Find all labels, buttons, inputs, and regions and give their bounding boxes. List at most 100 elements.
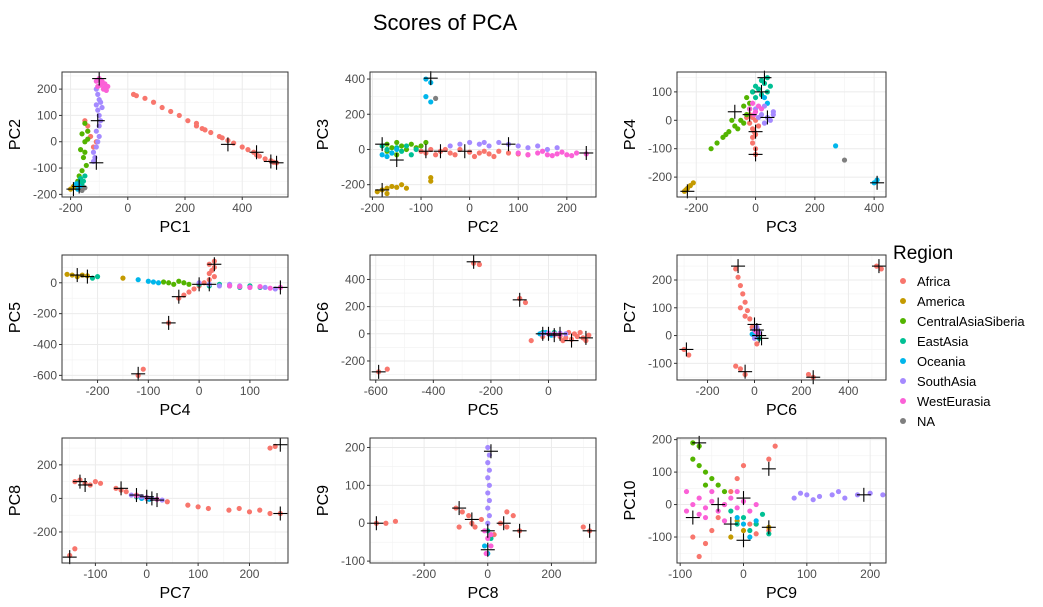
legend-swatch bbox=[900, 358, 906, 364]
legend-item-america: America bbox=[893, 291, 1025, 311]
data-point bbox=[193, 120, 200, 126]
y-tick-label: 0 bbox=[665, 329, 672, 343]
data-point bbox=[573, 150, 580, 156]
data-point bbox=[164, 499, 170, 505]
data-point bbox=[398, 182, 405, 188]
data-point bbox=[880, 492, 886, 498]
data-point bbox=[770, 109, 776, 115]
data-point bbox=[761, 120, 768, 126]
data-point bbox=[525, 145, 531, 151]
panel-border bbox=[676, 437, 887, 564]
data-point bbox=[384, 366, 390, 372]
data-point bbox=[394, 184, 400, 190]
cross-marker bbox=[78, 477, 93, 492]
data-point bbox=[751, 335, 758, 341]
x-tick-label: 100 bbox=[797, 567, 817, 581]
data-point bbox=[150, 279, 157, 285]
data-point bbox=[734, 514, 740, 521]
data-point bbox=[729, 117, 735, 123]
y-axis-label: PC4 bbox=[622, 119, 639, 150]
data-point bbox=[394, 139, 400, 146]
data-point bbox=[486, 143, 492, 149]
data-point bbox=[485, 535, 491, 541]
cross-marker bbox=[723, 517, 738, 532]
data-point bbox=[485, 520, 491, 526]
panel-pc5-pc6: -600 -400 -200 0 -200 0 200 400 PC5 PC6 bbox=[315, 254, 597, 419]
y-tick-label: 100 bbox=[345, 478, 365, 492]
data-point bbox=[77, 147, 84, 153]
x-tick-label: 0 bbox=[143, 567, 150, 581]
data-point bbox=[123, 489, 129, 495]
cross-marker bbox=[273, 506, 288, 521]
cross-marker bbox=[736, 491, 751, 506]
data-point bbox=[485, 475, 491, 481]
data-point bbox=[267, 445, 273, 451]
x-tick-label: 400 bbox=[232, 201, 252, 215]
data-point bbox=[805, 371, 812, 378]
data-point bbox=[709, 498, 715, 504]
cross-marker bbox=[371, 364, 386, 379]
data-point bbox=[569, 153, 575, 159]
data-point bbox=[696, 511, 702, 517]
data-point bbox=[94, 274, 101, 280]
y-tick-label: 0 bbox=[665, 498, 672, 512]
data-point bbox=[150, 99, 157, 105]
data-point bbox=[709, 527, 715, 534]
data-point bbox=[452, 152, 458, 158]
data-point bbox=[79, 187, 85, 194]
x-tick-label: -600 bbox=[364, 384, 388, 398]
x-tick-label: 200 bbox=[239, 567, 259, 581]
cross-marker bbox=[685, 510, 700, 525]
data-point bbox=[93, 102, 99, 108]
data-point bbox=[176, 278, 182, 284]
data-point bbox=[686, 352, 692, 358]
data-point bbox=[753, 518, 759, 524]
data-point bbox=[216, 283, 223, 289]
cross-marker bbox=[90, 113, 105, 128]
data-point bbox=[515, 143, 521, 149]
x-tick-label: 200 bbox=[175, 201, 195, 215]
data-point bbox=[478, 516, 485, 523]
data-point bbox=[185, 118, 191, 124]
data-point bbox=[476, 141, 482, 147]
legend-key bbox=[893, 271, 913, 291]
x-axis-label: PC3 bbox=[766, 219, 797, 236]
data-point bbox=[142, 95, 148, 101]
cross-marker bbox=[480, 523, 495, 538]
data-point bbox=[185, 502, 191, 508]
data-point bbox=[413, 146, 419, 153]
cross-marker bbox=[375, 137, 390, 152]
data-point bbox=[734, 475, 740, 482]
y-tick-label: 100 bbox=[652, 301, 672, 315]
y-axis-label: PC9 bbox=[315, 485, 332, 516]
data-point bbox=[205, 505, 211, 512]
cross-marker bbox=[747, 317, 762, 332]
legend-label: Oceania bbox=[917, 353, 966, 369]
data-point bbox=[505, 150, 512, 156]
data-point bbox=[749, 89, 756, 95]
data-point bbox=[423, 76, 429, 82]
data-point bbox=[504, 524, 510, 530]
y-axis-label: PC3 bbox=[315, 119, 332, 150]
y-tick-label: -200 bbox=[648, 170, 672, 184]
x-axis-label: PC7 bbox=[159, 585, 190, 602]
data-point bbox=[829, 492, 835, 498]
data-point bbox=[171, 281, 177, 287]
data-point bbox=[554, 145, 560, 151]
legend-key bbox=[893, 331, 913, 351]
x-tick-label: -100 bbox=[668, 567, 692, 581]
data-point bbox=[733, 363, 739, 369]
data-point bbox=[383, 520, 389, 526]
data-point bbox=[528, 337, 534, 344]
panel-border bbox=[61, 254, 289, 381]
data-point bbox=[176, 112, 182, 119]
data-point bbox=[696, 553, 702, 560]
data-point bbox=[384, 190, 390, 197]
data-point bbox=[92, 479, 98, 485]
cross-marker bbox=[742, 107, 757, 122]
data-point bbox=[467, 139, 473, 146]
panel-pc3-pc4: -200 0 200 400 -200 -100 0 100 PC3 PC4 bbox=[622, 70, 887, 236]
legend-item-westeurasia: WestEurasia bbox=[893, 391, 1025, 411]
data-point bbox=[99, 104, 105, 111]
y-tick-label: 0 bbox=[50, 276, 57, 290]
